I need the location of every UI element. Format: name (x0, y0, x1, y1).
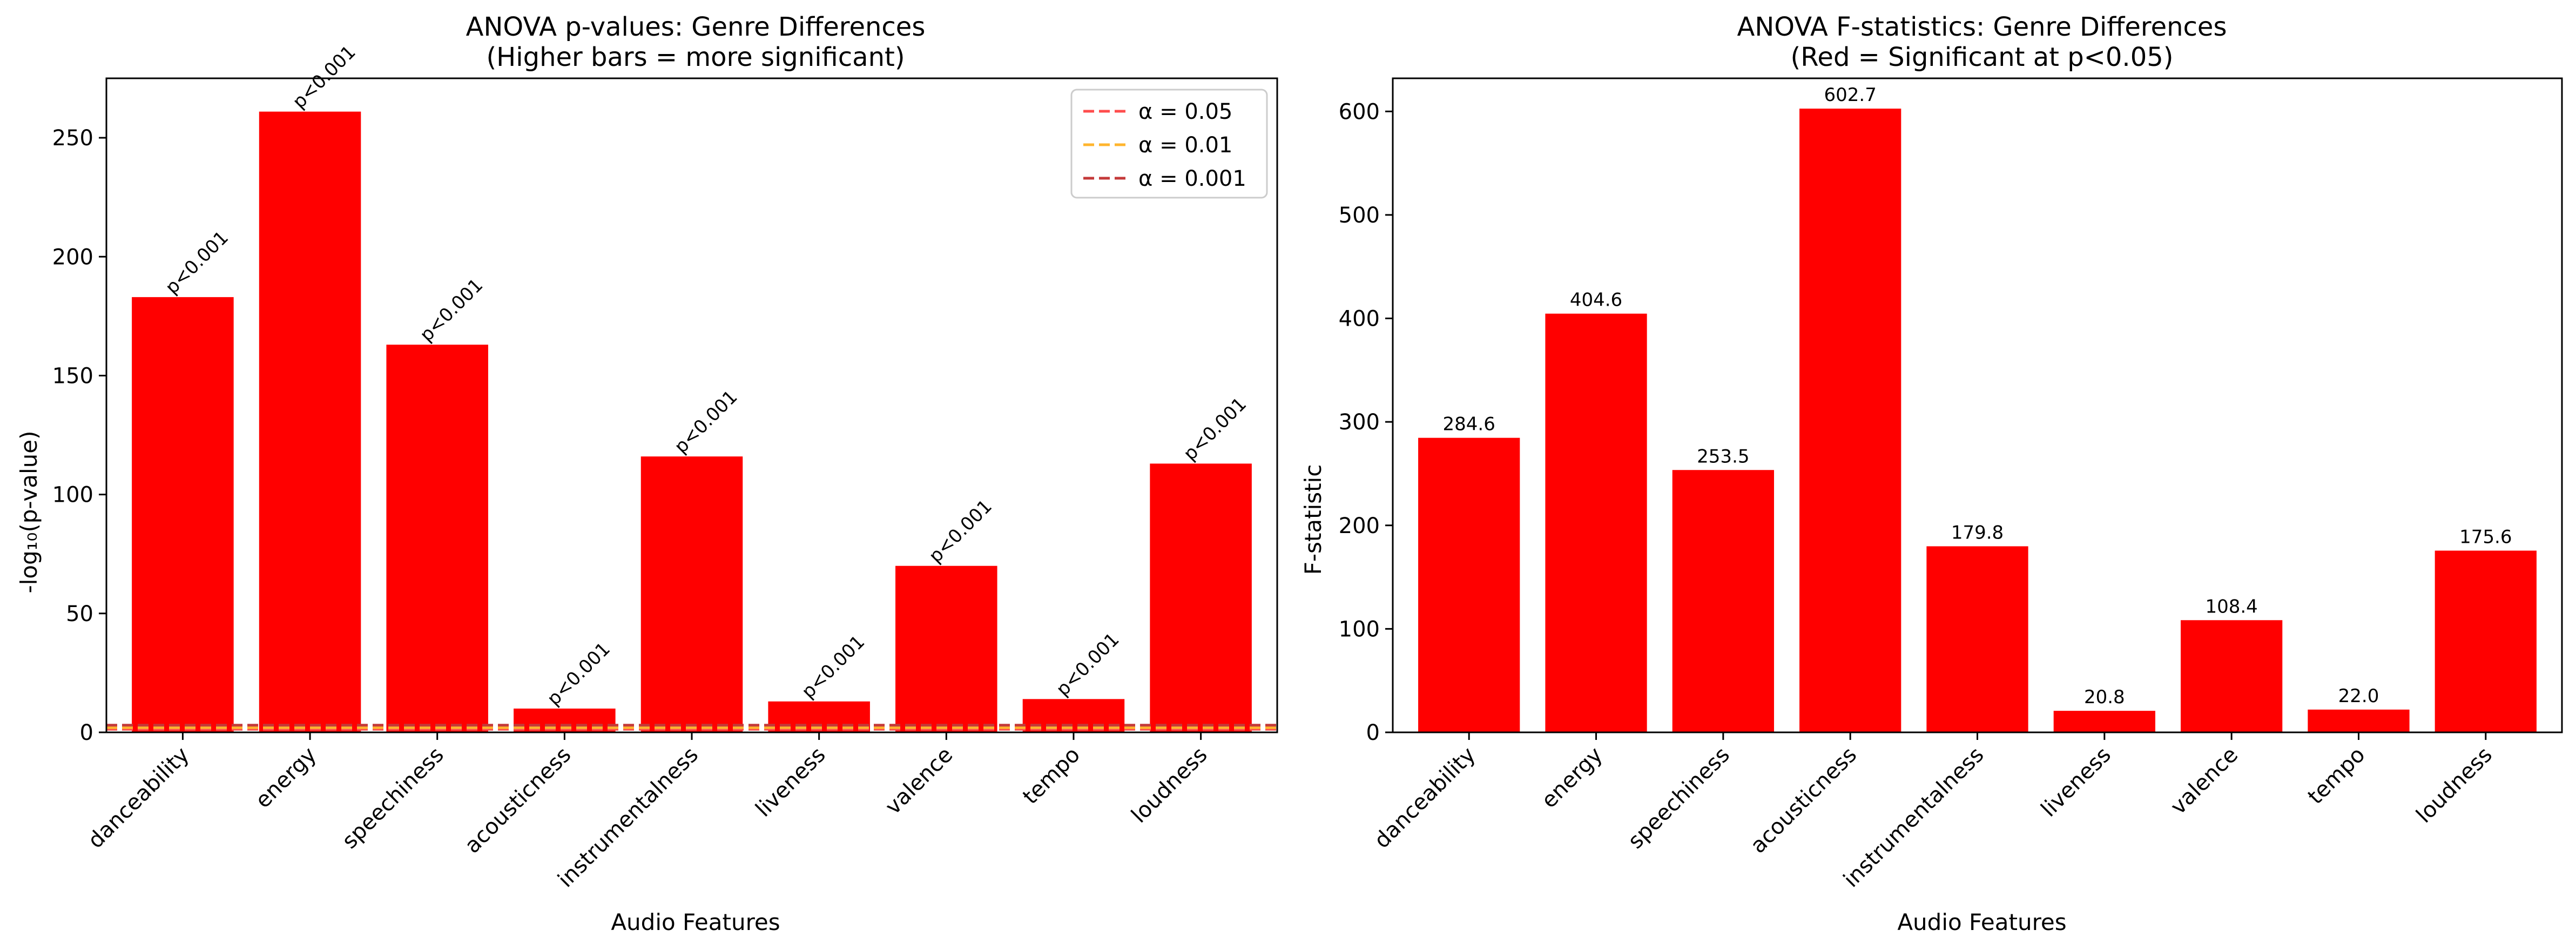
pvalue-bar-speechiness (386, 345, 488, 732)
fstat-y-tick-label: 200 (1339, 514, 1380, 538)
fstat-y-tick-label: 100 (1339, 617, 1380, 642)
fstat-y-tick-label: 400 (1339, 307, 1380, 332)
legend-entry-label: α = 0.001 (1138, 166, 1246, 191)
fstat-bar-acousticness (1799, 109, 1901, 733)
fstat-y-axis-label: F-statistic (1300, 464, 1326, 575)
fstat-data-label: 253.5 (1697, 446, 1749, 467)
fstat-data-label: 179.8 (1951, 522, 2004, 543)
fstat-chart-title: ANOVA F-statistics: Genre Differences (1737, 12, 2227, 42)
pvalue-y-tick-label: 0 (80, 720, 93, 745)
fstat-bar-danceability (1418, 437, 1520, 732)
pvalue-y-tick-label: 150 (52, 363, 93, 388)
fstat-bar-valence (2181, 620, 2283, 732)
pvalue-bar-instrumentalness (640, 456, 743, 732)
pvalue-bar-energy (259, 111, 361, 733)
fstat-data-label: 284.6 (1443, 414, 1495, 435)
fstat-y-tick-label: 500 (1339, 203, 1380, 228)
fstat-data-label: 404.6 (1570, 289, 1622, 311)
fstat-data-label: 175.6 (2459, 527, 2512, 548)
fstat-data-label: 22.0 (2338, 685, 2379, 707)
pvalue-bar-loudness (1150, 463, 1252, 732)
pvalue-y-axis-label: -log₁₀(p-value) (16, 430, 42, 593)
fstat-y-tick-label: 600 (1339, 99, 1380, 124)
pvalue-chart-title: ANOVA p-values: Genre Differences (466, 12, 926, 42)
fstat-y-tick-label: 0 (1366, 720, 1380, 745)
pvalue-y-tick-label: 250 (52, 126, 93, 151)
legend-entry-label: α = 0.05 (1138, 99, 1232, 124)
fstat-data-label: 108.4 (2205, 596, 2257, 617)
legend-entry-label: α = 0.01 (1138, 133, 1232, 158)
fstat-x-axis-label: Audio Features (1897, 909, 2066, 935)
pvalue-x-axis-label: Audio Features (611, 909, 780, 935)
legend-box (1070, 89, 1268, 199)
pvalue-y-tick-label: 50 (66, 602, 93, 626)
fstat-bar-speechiness (1672, 470, 1774, 732)
pvalue-chart-subtitle: (Higher bars = more significant) (486, 42, 905, 72)
fstat-y-tick-label: 300 (1339, 410, 1380, 435)
fstat-bar-energy (1545, 313, 1647, 732)
pvalue-y-tick-label: 200 (52, 245, 93, 269)
pvalue-bar-danceability (132, 297, 234, 732)
fstat-chart-subtitle: (Red = Significant at p<0.05) (1790, 42, 2173, 72)
fstat-bar-liveness (2053, 711, 2155, 732)
pvalue-bar-valence (895, 565, 997, 732)
fstat-bar-loudness (2435, 550, 2537, 732)
fstat-bar-tempo (2308, 709, 2410, 732)
fstat-data-label: 602.7 (1824, 84, 1877, 106)
fstat-data-label: 20.8 (2084, 686, 2125, 708)
fstat-bar-instrumentalness (1926, 546, 2028, 732)
pvalue-y-tick-label: 100 (52, 483, 93, 508)
